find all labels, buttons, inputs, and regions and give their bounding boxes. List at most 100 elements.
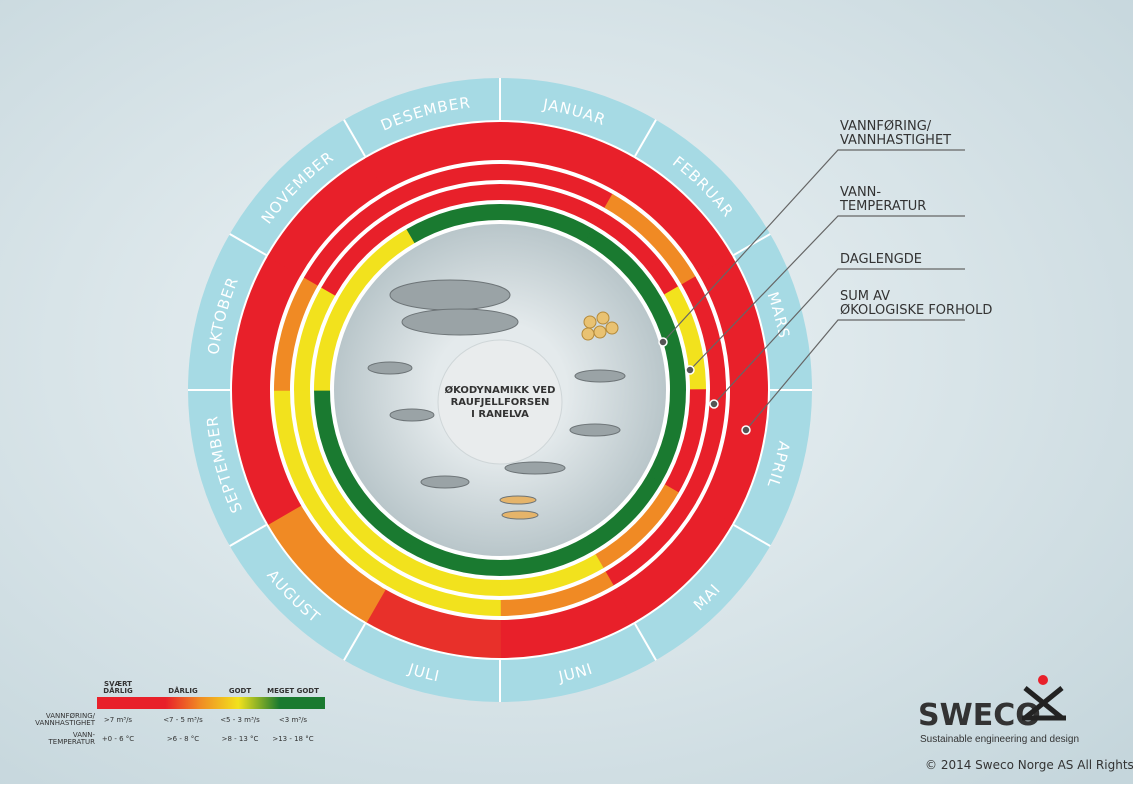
ring-segment bbox=[314, 296, 354, 391]
ring-segment bbox=[338, 228, 416, 306]
sweco-logo-mark bbox=[1022, 675, 1066, 721]
ring-segment bbox=[274, 389, 319, 504]
ring-segment bbox=[499, 554, 604, 596]
callout-dot bbox=[685, 365, 695, 375]
month-divider bbox=[634, 623, 657, 661]
legend-category: MEGET GODT bbox=[267, 687, 319, 695]
ring-segment bbox=[681, 276, 726, 391]
ring-segment bbox=[646, 389, 686, 484]
callout-label: SUM AV bbox=[840, 289, 890, 304]
fish bbox=[367, 361, 413, 375]
ring-segment bbox=[303, 494, 396, 587]
eggs bbox=[581, 311, 619, 341]
month-divider bbox=[634, 119, 657, 157]
month-divider bbox=[733, 524, 771, 547]
callout-dot bbox=[741, 425, 751, 435]
ring-segment bbox=[594, 211, 679, 296]
center-title: I RANELVA bbox=[471, 409, 529, 420]
legend-value: >7 m³/s bbox=[104, 716, 133, 724]
fish-group bbox=[367, 279, 626, 520]
ring-segment bbox=[584, 228, 662, 306]
ring-segment bbox=[303, 193, 396, 286]
ring-segment bbox=[321, 484, 406, 569]
ring-segment bbox=[294, 286, 336, 391]
ring-segment bbox=[614, 157, 733, 276]
callout-line bbox=[745, 319, 965, 431]
callout-label: VANNFØRING/ bbox=[840, 119, 932, 134]
legend-category: DÅRLIG bbox=[103, 686, 133, 695]
ring-segment bbox=[386, 571, 501, 616]
fish bbox=[389, 408, 435, 422]
ring-segment bbox=[365, 588, 501, 658]
ring-segment bbox=[386, 164, 501, 209]
ring-segment bbox=[614, 504, 733, 623]
legend-row-label: VANNFØRING/ bbox=[46, 712, 96, 720]
legend-category: SVÆRT bbox=[104, 680, 132, 688]
center-circle bbox=[437, 339, 563, 465]
callout-label: ØKOLOGISKE FORHOLD bbox=[840, 303, 992, 318]
legend-value: +0 - 6 °C bbox=[102, 735, 134, 743]
callout-line bbox=[689, 215, 965, 371]
legend-row-label: VANN- bbox=[73, 731, 96, 739]
ring-segment bbox=[698, 255, 768, 391]
ring-segment bbox=[681, 389, 726, 504]
callout-line bbox=[662, 149, 965, 343]
fry bbox=[499, 495, 537, 505]
callout-label: VANNHASTIGHET bbox=[840, 133, 951, 148]
ring-segment bbox=[604, 193, 697, 286]
ring-segment bbox=[698, 389, 768, 525]
legend-value: <3 m³/s bbox=[279, 716, 308, 724]
fish bbox=[420, 475, 470, 489]
ring-segment bbox=[232, 389, 302, 525]
ring-segment bbox=[499, 184, 604, 226]
ring-segment bbox=[604, 494, 697, 587]
salmon bbox=[401, 308, 519, 336]
fish bbox=[574, 369, 626, 383]
ring-segment bbox=[499, 536, 594, 576]
ring-segment bbox=[499, 571, 614, 616]
legend-value: <7 - 5 m³/s bbox=[163, 716, 203, 724]
ring-segment bbox=[365, 122, 501, 192]
ring-segment bbox=[406, 536, 501, 576]
legend-value: <5 - 3 m³/s bbox=[220, 716, 260, 724]
ring-segment bbox=[293, 389, 336, 494]
ring-segment bbox=[499, 588, 635, 658]
month-divider bbox=[343, 119, 366, 157]
salmon bbox=[389, 279, 511, 311]
ring-segment bbox=[321, 211, 406, 296]
copyright: © 2014 Sweco Norge AS All Rights Reserve… bbox=[925, 758, 1133, 772]
callout-label: DAGLENGDE bbox=[840, 252, 922, 267]
legend-row-label: TEMPERATUR bbox=[48, 738, 96, 746]
month-divider bbox=[229, 524, 267, 547]
ring-segment bbox=[274, 276, 319, 391]
legend-row-label: VANNHASTIGHET bbox=[35, 719, 96, 727]
callout-line bbox=[713, 268, 965, 405]
ring-segment bbox=[267, 157, 386, 276]
ring-segment bbox=[584, 474, 662, 552]
callout-dot bbox=[709, 399, 719, 409]
callout-dot bbox=[658, 337, 668, 347]
legend-value: >13 - 18 °C bbox=[272, 735, 313, 743]
ring-segment bbox=[338, 474, 416, 552]
ring-segment bbox=[231, 255, 302, 391]
ring-segment bbox=[499, 204, 594, 244]
center-title: ØKODYNAMIKK VED bbox=[445, 384, 556, 396]
ring-segment bbox=[499, 164, 614, 209]
legend-value: >6 - 8 °C bbox=[167, 735, 199, 743]
logo-tagline: Sustainable engineering and design bbox=[920, 734, 1079, 745]
callout-label: TEMPERATUR bbox=[839, 199, 926, 214]
callout-label: VANN- bbox=[840, 185, 881, 200]
month-divider bbox=[343, 623, 366, 661]
ring-segment bbox=[664, 389, 706, 494]
fish bbox=[569, 423, 621, 437]
ring-segment bbox=[267, 504, 386, 623]
center-title: RAUFJELLFORSEN bbox=[451, 397, 550, 408]
logo-name: SWECO bbox=[918, 698, 1041, 733]
legend-value: >8 - 13 °C bbox=[222, 735, 259, 743]
month-divider bbox=[229, 233, 267, 256]
ring-segment bbox=[499, 121, 635, 192]
fish bbox=[504, 461, 566, 475]
ring-segment bbox=[594, 484, 679, 569]
ring-segment bbox=[396, 184, 501, 226]
